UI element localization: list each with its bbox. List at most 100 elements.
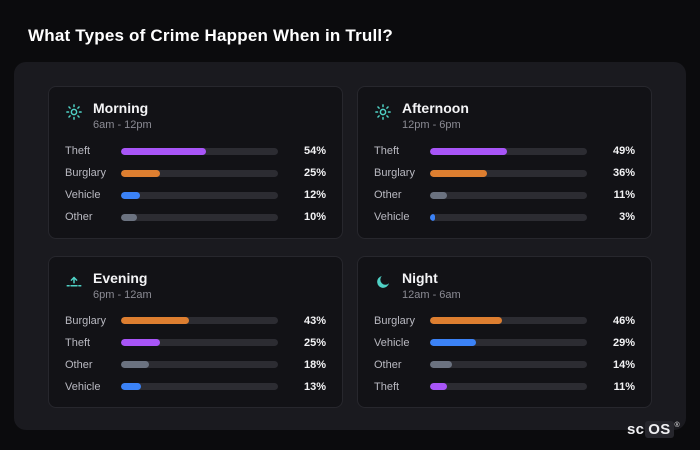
bar-percent: 36% — [612, 167, 635, 179]
card-title: Evening — [93, 269, 148, 286]
bar-row: Theft 49% — [374, 144, 635, 158]
bar-label: Vehicle — [65, 189, 101, 201]
bar-fill — [430, 147, 507, 155]
card-subtitle: 12pm - 6pm — [402, 119, 461, 131]
card-evening: Evening 6pm - 12am Burglary 43% Theft 25… — [48, 255, 343, 408]
bar-track — [121, 339, 278, 346]
bar-percent: 54% — [303, 145, 326, 157]
bar-fill — [121, 191, 140, 199]
bar-label: Theft — [374, 145, 400, 157]
bar-fill — [121, 169, 161, 177]
bar-fill — [430, 169, 487, 177]
card-title-block: Night 12am - 6am — [402, 270, 461, 301]
bar-fill — [430, 191, 448, 199]
bar-label: Vehicle — [65, 380, 101, 393]
card-afternoon: Afternoon 12pm - 6pm Theft 49% Burglary … — [357, 86, 652, 239]
bar-row: Vehicle 13% — [65, 380, 326, 394]
card-subtitle: 6pm - 12am — [93, 288, 152, 301]
bar-rows: Burglary 46% Vehicle 29% Other 14% Theft — [374, 314, 635, 394]
bar-label: Other — [374, 358, 402, 371]
bar-track — [121, 361, 278, 368]
bar-fill — [430, 213, 435, 221]
bar-track — [430, 147, 587, 155]
bar-row: Other 18% — [65, 358, 326, 372]
bar-track — [430, 383, 587, 390]
bar-percent: 43% — [303, 314, 326, 327]
bar-track — [430, 169, 587, 177]
bar-track — [430, 361, 587, 368]
bar-label: Burglary — [65, 167, 106, 179]
bar-track — [121, 213, 278, 221]
moon-icon — [374, 273, 392, 291]
card-title-block: Morning 6am - 12pm — [93, 100, 152, 131]
bar-percent: 3% — [619, 211, 635, 223]
bar-fill — [121, 361, 150, 368]
bar-track — [121, 169, 278, 177]
bar-track — [430, 317, 587, 324]
bar-percent: 13% — [303, 380, 326, 393]
bar-row: Other 14% — [374, 358, 635, 372]
card-title: Night — [402, 269, 438, 286]
bar-track — [121, 191, 278, 199]
bar-row: Theft 11% — [374, 380, 635, 394]
bar-percent: 49% — [612, 145, 635, 157]
card-header: Evening 6pm - 12am — [65, 270, 326, 301]
bar-label: Theft — [65, 336, 91, 349]
bar-track — [121, 383, 278, 390]
dashboard-panel: Morning 6am - 12pm Theft 54% Burglary 25… — [14, 62, 686, 430]
bar-percent: 29% — [612, 336, 635, 349]
card-morning: Morning 6am - 12pm Theft 54% Burglary 25… — [48, 86, 343, 239]
bar-fill — [121, 213, 137, 221]
sun-icon — [374, 103, 392, 121]
registered-mark: ® — [674, 422, 680, 429]
bar-rows: Theft 49% Burglary 36% Other 11% Vehicle — [374, 144, 635, 224]
bar-fill — [430, 383, 448, 390]
bar-percent: 11% — [613, 380, 635, 393]
bar-label: Vehicle — [374, 211, 410, 223]
bar-track — [121, 317, 278, 324]
bar-label: Burglary — [374, 167, 415, 179]
card-subtitle: 6am - 12pm — [93, 119, 152, 131]
card-title: Afternoon — [402, 100, 469, 116]
page-title: What Types of Crime Happen When in Trull… — [28, 26, 393, 45]
card-header: Morning 6am - 12pm — [65, 100, 326, 131]
sun-icon — [65, 103, 83, 121]
bar-percent: 10% — [303, 211, 326, 223]
card-night: Night 12am - 6am Burglary 46% Vehicle 29… — [357, 255, 652, 408]
bar-row: Vehicle 12% — [65, 188, 326, 202]
logo: sc OS ® — [627, 421, 680, 438]
bar-row: Burglary 46% — [374, 314, 635, 328]
card-header: Afternoon 12pm - 6pm — [374, 100, 635, 131]
bar-fill — [430, 317, 503, 324]
cards-grid: Morning 6am - 12pm Theft 54% Burglary 25… — [48, 86, 652, 408]
bar-percent: 46% — [612, 314, 635, 327]
bar-fill — [121, 317, 189, 324]
bar-fill — [121, 383, 142, 390]
bar-label: Burglary — [374, 314, 415, 327]
bar-row: Vehicle 29% — [374, 336, 635, 350]
bar-label: Theft — [65, 145, 91, 157]
sunset-icon — [65, 273, 83, 291]
bar-label: Burglary — [65, 314, 106, 327]
bar-fill — [430, 339, 476, 346]
bar-fill — [121, 339, 161, 346]
bar-row: Other 11% — [374, 188, 635, 202]
bar-fill — [121, 147, 206, 155]
bar-row: Burglary 36% — [374, 166, 635, 180]
bar-percent: 18% — [303, 358, 326, 371]
bar-track — [430, 213, 587, 221]
logo-text-right: OS — [645, 421, 674, 438]
card-title: Morning — [93, 100, 149, 116]
bar-percent: 25% — [303, 336, 326, 349]
bar-label: Theft — [374, 380, 400, 393]
bar-row: Burglary 43% — [65, 314, 326, 328]
bar-track — [430, 191, 587, 199]
bar-label: Other — [374, 189, 402, 201]
bar-rows: Theft 54% Burglary 25% Vehicle 12% Other — [65, 144, 326, 224]
bar-percent: 12% — [303, 189, 326, 201]
card-header: Night 12am - 6am — [374, 270, 635, 301]
bar-fill — [430, 361, 452, 368]
bar-row: Burglary 25% — [65, 166, 326, 180]
bar-row: Vehicle 3% — [374, 210, 635, 224]
bar-track — [430, 339, 587, 346]
